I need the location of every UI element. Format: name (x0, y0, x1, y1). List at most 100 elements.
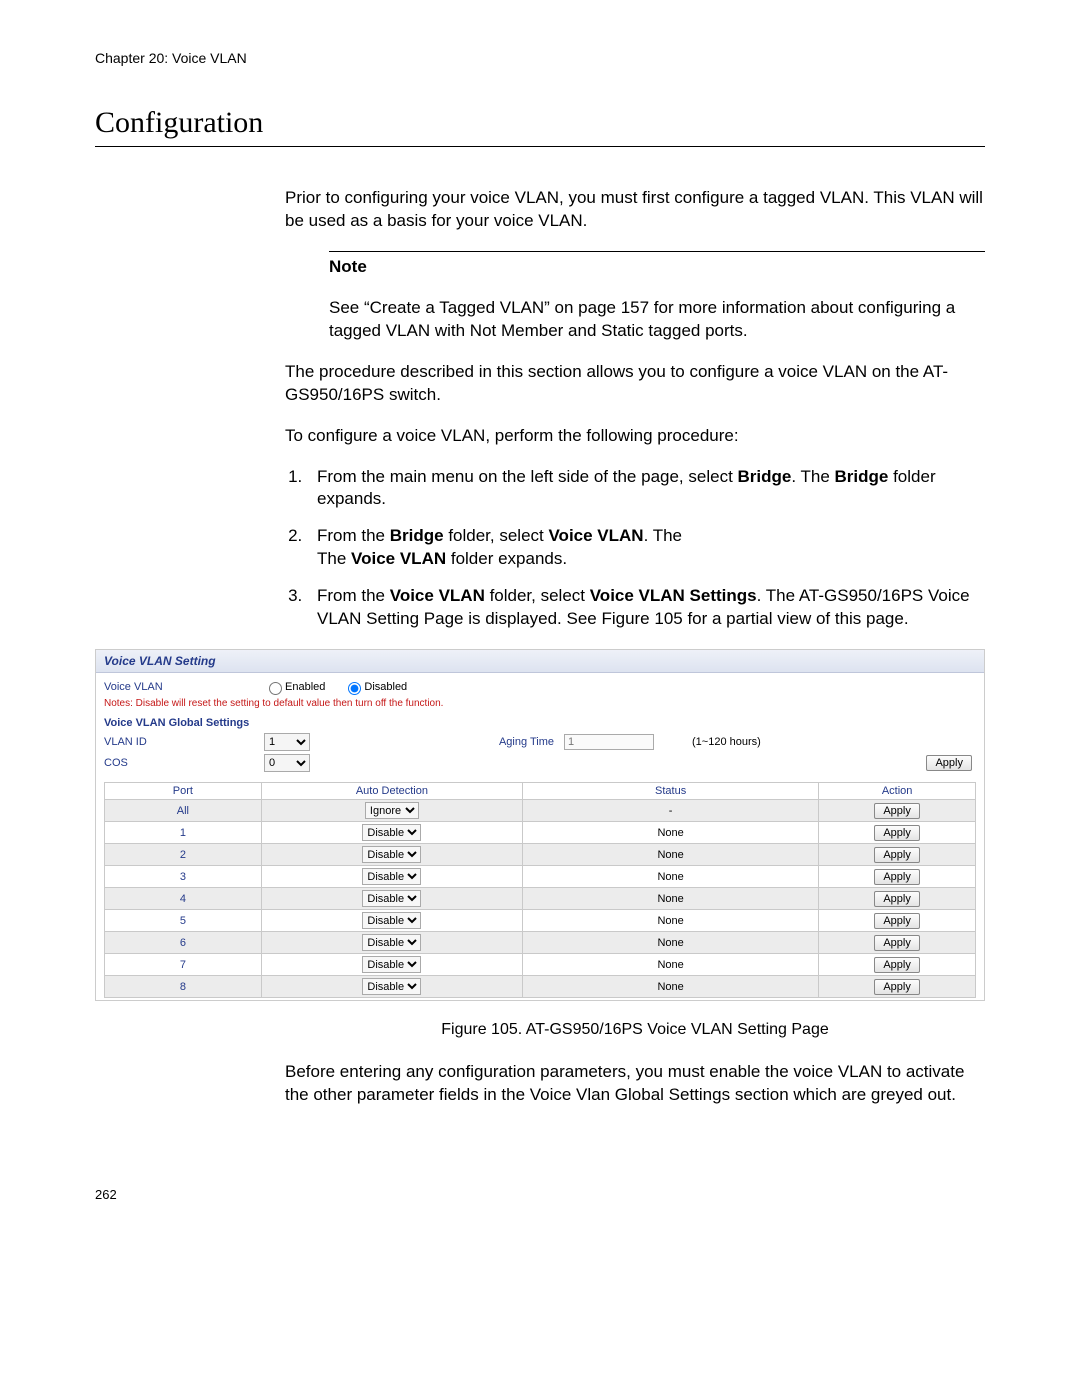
row-apply-button[interactable]: Apply (874, 935, 920, 951)
global-apply-button[interactable]: Apply (926, 755, 972, 771)
action-cell: Apply (819, 910, 976, 932)
status-cell: None (523, 888, 819, 910)
row-apply-button[interactable]: Apply (874, 869, 920, 885)
aging-time-input[interactable] (564, 734, 654, 750)
ss-title: Voice VLAN Setting (96, 650, 984, 673)
table-row: 2 Disable None Apply (105, 844, 976, 866)
auto-select[interactable]: Disable (362, 912, 421, 929)
row-apply-button[interactable]: Apply (874, 803, 920, 819)
action-cell: Apply (819, 844, 976, 866)
table-row: 6 Disable None Apply (105, 932, 976, 954)
th-status: Status (523, 783, 819, 800)
table-row: 3 Disable None Apply (105, 866, 976, 888)
step-3: From the Voice VLAN folder, select Voice… (307, 585, 985, 631)
auto-cell: Disable (261, 888, 522, 910)
procedure-steps: From the main menu on the left side of t… (285, 466, 985, 632)
page-number: 262 (95, 1187, 985, 1202)
th-auto: Auto Detection (261, 783, 522, 800)
th-port: Port (105, 783, 262, 800)
row-apply-button[interactable]: Apply (874, 847, 920, 863)
vlan-id-label: VLAN ID (104, 736, 264, 748)
note-block: Note See “Create a Tagged VLAN” on page … (329, 251, 985, 343)
disabled-label: Disabled (364, 681, 407, 693)
section-title: Configuration (95, 106, 985, 140)
note-text: See “Create a Tagged VLAN” on page 157 f… (329, 297, 985, 343)
aging-time-label: Aging Time (464, 736, 564, 748)
port-cell: 7 (105, 954, 262, 976)
port-cell: 2 (105, 844, 262, 866)
status-cell: - (523, 800, 819, 822)
port-cell: 5 (105, 910, 262, 932)
auto-select[interactable]: Disable (362, 956, 421, 973)
paragraph-2: The procedure described in this section … (285, 361, 985, 407)
auto-cell: Disable (261, 976, 522, 998)
table-row: 1 Disable None Apply (105, 822, 976, 844)
auto-select[interactable]: Disable (362, 824, 421, 841)
action-cell: Apply (819, 822, 976, 844)
cos-select[interactable]: 0 (264, 754, 310, 772)
status-cell: None (523, 910, 819, 932)
action-cell: Apply (819, 866, 976, 888)
action-cell: Apply (819, 954, 976, 976)
row-apply-button[interactable]: Apply (874, 979, 920, 995)
cos-label: COS (104, 757, 264, 769)
enabled-label: Enabled (285, 681, 325, 693)
port-cell: 3 (105, 866, 262, 888)
auto-cell: Ignore (261, 800, 522, 822)
status-cell: None (523, 866, 819, 888)
th-action: Action (819, 783, 976, 800)
action-cell: Apply (819, 932, 976, 954)
chapter-header: Chapter 20: Voice VLAN (95, 50, 985, 66)
auto-select[interactable]: Ignore (365, 802, 419, 819)
step-2: From the Bridge folder, select Voice VLA… (307, 525, 985, 571)
auto-select[interactable]: Disable (362, 890, 421, 907)
action-cell: Apply (819, 800, 976, 822)
table-row: 7 Disable None Apply (105, 954, 976, 976)
title-rule (95, 146, 985, 147)
table-row: All Ignore - Apply (105, 800, 976, 822)
table-row: 4 Disable None Apply (105, 888, 976, 910)
status-cell: None (523, 954, 819, 976)
note-rule (329, 251, 985, 252)
action-cell: Apply (819, 888, 976, 910)
port-cell: 6 (105, 932, 262, 954)
note-label: Note (329, 256, 985, 279)
auto-cell: Disable (261, 954, 522, 976)
port-cell: 1 (105, 822, 262, 844)
paragraph-4: Before entering any configuration parame… (285, 1061, 985, 1107)
voice-vlan-label: Voice VLAN (104, 681, 264, 693)
status-cell: None (523, 976, 819, 998)
status-cell: None (523, 932, 819, 954)
global-settings-header: Voice VLAN Global Settings (104, 717, 976, 729)
auto-select[interactable]: Disable (362, 934, 421, 951)
step-1: From the main menu on the left side of t… (307, 466, 985, 512)
port-cell: 4 (105, 888, 262, 910)
disable-warning: Notes: Disable will reset the setting to… (104, 698, 976, 709)
port-cell: 8 (105, 976, 262, 998)
auto-cell: Disable (261, 822, 522, 844)
row-apply-button[interactable]: Apply (874, 957, 920, 973)
voice-vlan-screenshot: Voice VLAN Setting Voice VLAN Enabled Di… (95, 649, 985, 1001)
port-cell: All (105, 800, 262, 822)
status-cell: None (523, 844, 819, 866)
figure-caption: Figure 105. AT-GS950/16PS Voice VLAN Set… (285, 1019, 985, 1041)
auto-cell: Disable (261, 910, 522, 932)
row-apply-button[interactable]: Apply (874, 891, 920, 907)
enabled-radio[interactable] (269, 682, 282, 695)
intro-paragraph: Prior to configuring your voice VLAN, yo… (285, 187, 985, 233)
vlan-id-select[interactable]: 1 (264, 733, 310, 751)
auto-select[interactable]: Disable (362, 978, 421, 995)
auto-cell: Disable (261, 844, 522, 866)
auto-select[interactable]: Disable (362, 868, 421, 885)
table-row: 5 Disable None Apply (105, 910, 976, 932)
disabled-radio[interactable] (348, 682, 361, 695)
auto-select[interactable]: Disable (362, 846, 421, 863)
row-apply-button[interactable]: Apply (874, 913, 920, 929)
row-apply-button[interactable]: Apply (874, 825, 920, 841)
table-row: 8 Disable None Apply (105, 976, 976, 998)
auto-cell: Disable (261, 866, 522, 888)
status-cell: None (523, 822, 819, 844)
auto-cell: Disable (261, 932, 522, 954)
aging-hint: (1~120 hours) (692, 736, 761, 748)
port-table: Port Auto Detection Status Action All Ign… (104, 782, 976, 998)
